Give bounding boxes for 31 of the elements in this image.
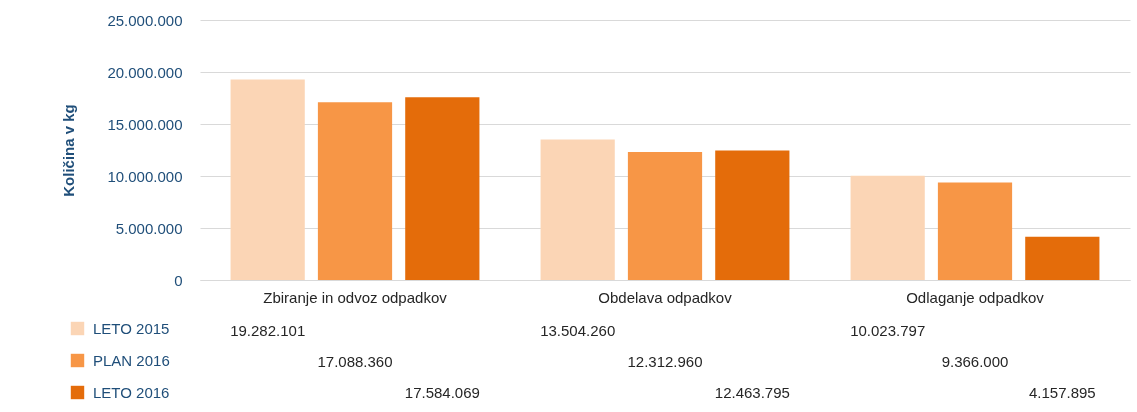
data-label: 13.504.260 [540, 321, 616, 339]
data-label: 17.584.069 [404, 383, 480, 401]
legend-label: LETO 2016 [93, 383, 170, 401]
bar [850, 175, 925, 280]
x-tick-label: Zbiranje in odvoz odpadkov [263, 288, 448, 306]
x-tick-label: Odlaganje odpadkov [906, 288, 1045, 306]
bar [937, 182, 1013, 280]
data-label: 12.312.960 [627, 352, 703, 370]
bar [405, 97, 480, 280]
data-label: 9.366.000 [941, 352, 1009, 370]
x-tick-label: Obdelava odpadkov [598, 288, 733, 306]
bar [317, 102, 393, 280]
y-tick-label: 20.000.000 [107, 63, 183, 81]
bar [540, 139, 615, 280]
data-label: 4.157.895 [1028, 383, 1096, 401]
y-axis-title: Količina v kg [60, 104, 78, 197]
y-tick-label: 15.000.000 [107, 115, 183, 133]
legend-label: LETO 2015 [93, 319, 170, 337]
bar [230, 79, 305, 280]
data-label: 19.282.101 [230, 321, 306, 339]
y-tick-label: 5.000.000 [115, 219, 183, 237]
y-tick-label: 25.000.000 [107, 11, 183, 29]
y-tick-label: 10.000.000 [107, 167, 183, 185]
bar [715, 150, 790, 280]
bar [1025, 236, 1100, 280]
legend-label: PLAN 2016 [93, 351, 170, 369]
data-label: 10.023.797 [850, 321, 926, 339]
data-label: 17.088.360 [317, 352, 393, 370]
y-tick-label: 0 [174, 271, 183, 289]
bar [627, 151, 703, 280]
data-label: 12.463.795 [714, 383, 790, 401]
